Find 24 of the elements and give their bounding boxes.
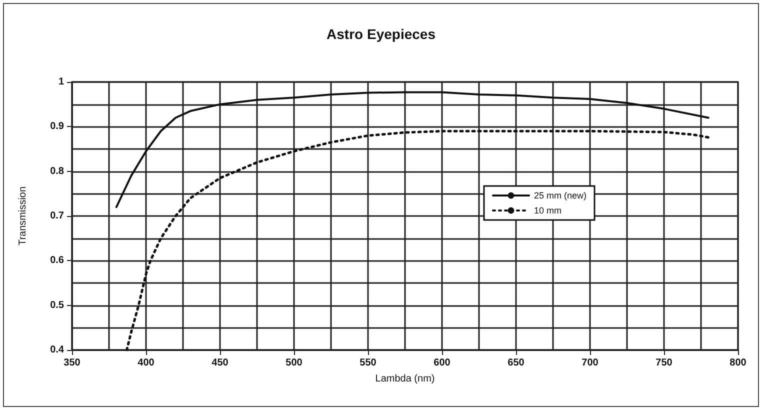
y-tick-label: 0.4 (50, 344, 64, 356)
y-tick-label: 0.5 (50, 300, 64, 311)
legend-label: 25 mm (new) (534, 190, 587, 200)
y-tick-label: 0.8 (50, 166, 64, 177)
x-tick-label: 800 (730, 358, 747, 368)
x-tick-label: 700 (582, 358, 599, 368)
x-tick-label: 500 (286, 358, 303, 368)
x-tick-label: 350 (64, 358, 81, 368)
y-axis-title: Transmission (18, 186, 28, 246)
x-tick-label: 750 (656, 358, 673, 368)
x-tick-label: 550 (360, 358, 377, 368)
x-tick-label: 400 (138, 358, 155, 368)
y-tick-label: 1 (58, 76, 64, 88)
y-tick-label: 0.7 (50, 210, 64, 222)
x-tick-label: 450 (212, 358, 229, 368)
x-axis-title: Lambda (nm) (375, 374, 435, 384)
y-tick-label: 0.6 (50, 255, 64, 266)
x-tick-label: 600 (434, 358, 451, 368)
x-tick-label: 650 (508, 358, 525, 368)
line-series (126, 130, 710, 352)
chart-title: Astro Eyepieces (326, 26, 436, 42)
legend-label: 10 mm (534, 206, 562, 216)
y-tick-label: 0.9 (50, 121, 64, 132)
line-series (115, 91, 710, 208)
